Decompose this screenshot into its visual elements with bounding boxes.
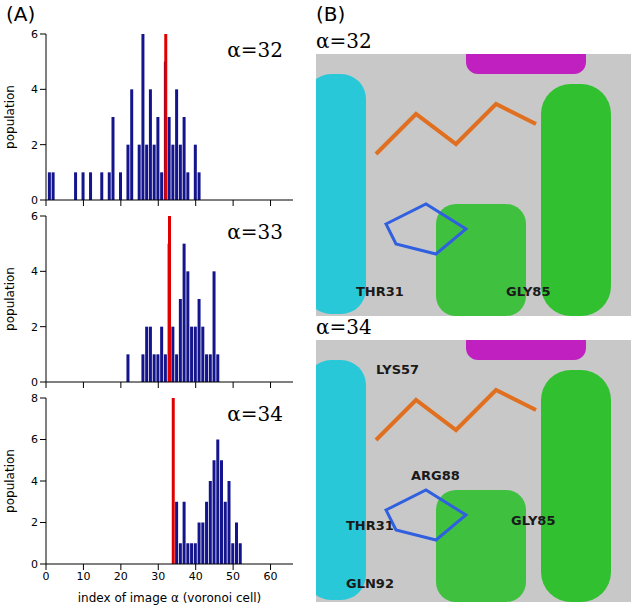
svg-text:20: 20 (114, 570, 128, 583)
svg-text:0: 0 (31, 376, 38, 389)
svg-text:40: 40 (189, 570, 203, 583)
svg-text:THR31: THR31 (346, 518, 394, 533)
svg-text:THR31: THR31 (356, 284, 404, 299)
svg-text:0: 0 (31, 194, 38, 207)
svg-text:6: 6 (31, 433, 38, 446)
svg-text:50: 50 (226, 570, 240, 583)
html-text:(B): (B) (316, 2, 346, 26)
svg-text:index of image α (voronoi cell: index of image α (voronoi cell) (78, 591, 262, 605)
svg-text:2: 2 (31, 516, 38, 529)
svg-text:6: 6 (31, 28, 38, 41)
svg-text:4: 4 (31, 265, 38, 278)
html-text:α=34: α=34 (227, 402, 283, 426)
svg-text:4: 4 (31, 83, 38, 96)
svg-text:0: 0 (43, 570, 50, 583)
svg-text:2: 2 (31, 139, 38, 152)
svg-text:ARG88: ARG88 (411, 468, 460, 483)
svg-text:10: 10 (76, 570, 90, 583)
svg-text:4: 4 (31, 475, 38, 488)
svg-text:population: population (3, 267, 17, 331)
svg-text:population: population (3, 449, 17, 513)
svg-text:GLY85: GLY85 (511, 513, 555, 528)
html-text:α=34: α=34 (316, 315, 372, 339)
svg-text:GLY85: GLY85 (506, 284, 550, 299)
html-text:α=32: α=32 (316, 29, 372, 53)
svg-text:LYS57: LYS57 (376, 362, 419, 377)
svg-text:0: 0 (31, 558, 38, 571)
html-text:α=33: α=33 (227, 220, 283, 244)
svg-text:population: population (3, 85, 17, 149)
svg-text:GLN92: GLN92 (346, 576, 394, 591)
html-text:(A): (A) (6, 2, 36, 26)
svg-text:2: 2 (31, 321, 38, 334)
svg-text:60: 60 (264, 570, 278, 583)
svg-text:6: 6 (31, 210, 38, 223)
svg-text:8: 8 (31, 392, 38, 405)
html-text:α=32: α=32 (227, 38, 283, 62)
svg-text:30: 30 (151, 570, 165, 583)
